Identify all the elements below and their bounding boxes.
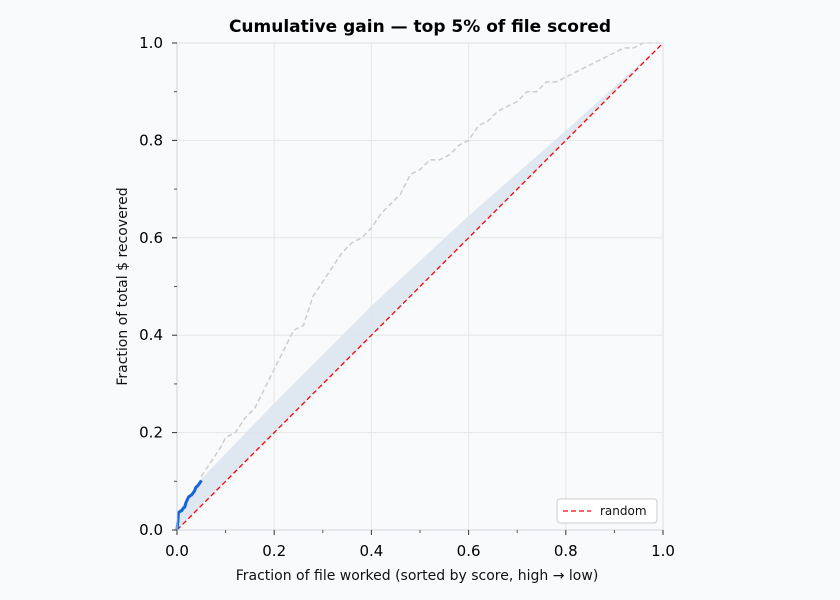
legend: random <box>556 498 658 524</box>
x-tick-label-4: 0.8 <box>554 542 578 560</box>
y-tick-label-4: 0.8 <box>139 131 163 149</box>
x-tick-label-2: 0.4 <box>359 542 383 560</box>
x-tick-label-1: 0.2 <box>262 542 286 560</box>
x-axis-label: Fraction of file worked (sorted by score… <box>236 568 599 584</box>
y-tick-label-3: 0.6 <box>139 229 163 247</box>
y-tick-label-5: 1.0 <box>139 34 163 52</box>
random-baseline-line <box>176 42 664 531</box>
y-axis-label: Fraction of total $ recovered <box>115 187 131 385</box>
x-tick-label-0: 0.0 <box>165 542 189 560</box>
y-tick-label-2: 0.4 <box>139 326 163 344</box>
ticks: 0.0 0.2 0.4 0.6 0.8 1.0 0.0 0.2 0.4 0.6 0.8 1.0 <box>139 34 675 560</box>
full-gain-curve-line <box>200 42 663 477</box>
x-tick-label-3: 0.6 <box>457 542 481 560</box>
chart-title: Cumulative gain — top 5% of file scored <box>229 17 611 37</box>
x-tick-label-5: 1.0 <box>651 542 675 560</box>
legend-label-random: random <box>600 504 647 518</box>
legend-box <box>556 498 658 524</box>
y-tick-label-1: 0.2 <box>139 424 163 442</box>
y-tick-label-0: 0.0 <box>139 521 163 539</box>
scored-gain-line <box>175 479 203 531</box>
series-layer <box>175 42 664 531</box>
